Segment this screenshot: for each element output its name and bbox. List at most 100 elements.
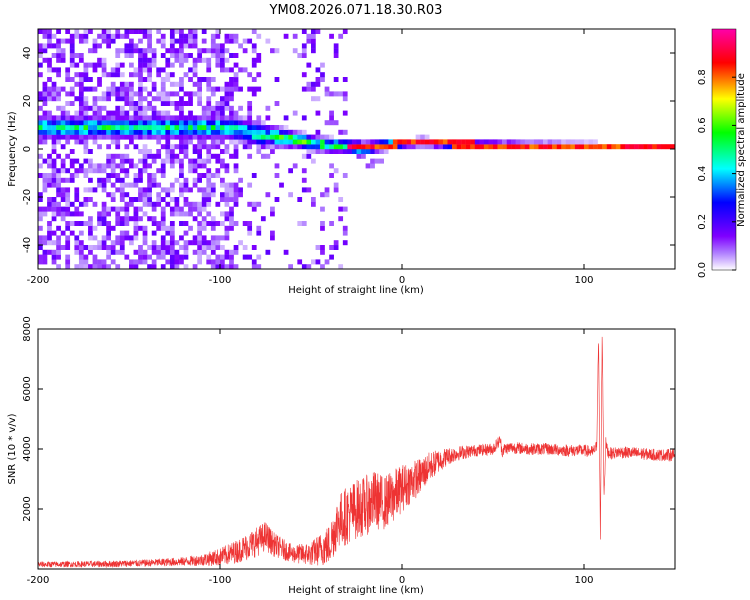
heatmap-cell <box>342 206 348 212</box>
heatmap-cell <box>183 72 189 78</box>
heatmap-cell <box>69 177 75 183</box>
heatmap-cell <box>88 158 93 164</box>
heatmap-cell <box>42 254 48 260</box>
heatmap-cell <box>220 197 225 202</box>
heatmap-cell <box>224 91 230 97</box>
heatmap-cell <box>138 57 143 63</box>
heatmap-cell <box>210 134 216 140</box>
heatmap-cell <box>56 115 61 121</box>
heatmap-cell <box>88 168 93 174</box>
colorbar-tick-label: 0.2 <box>697 214 708 230</box>
heatmap-cell <box>110 91 116 97</box>
heatmap-cell <box>406 144 412 150</box>
heatmap-cell <box>88 187 93 193</box>
heatmap-cell <box>115 72 121 78</box>
heatmap-cell <box>247 201 253 207</box>
heatmap-cell <box>129 216 134 222</box>
heatmap-cell <box>251 125 257 130</box>
heatmap-cell <box>238 125 243 130</box>
heatmap-cell <box>220 211 225 217</box>
heatmap-cell <box>129 62 134 68</box>
heatmap-cell <box>365 163 371 169</box>
heatmap-cell <box>206 62 212 68</box>
heatmap-cell <box>247 125 253 130</box>
heatmap-cell <box>74 53 80 58</box>
heatmap-cell <box>124 235 130 241</box>
heatmap-cell <box>197 245 202 250</box>
heatmap-cell <box>197 240 202 246</box>
heatmap-cell <box>97 177 102 183</box>
heatmap-cell <box>124 33 130 39</box>
heatmap-cell <box>206 96 212 102</box>
heatmap-cell <box>283 33 289 39</box>
heatmap-cell <box>69 201 75 207</box>
heatmap-cell <box>74 192 80 198</box>
heatmap-cell <box>247 182 253 188</box>
heatmap-cell <box>88 77 93 82</box>
heatmap-cell <box>301 153 307 159</box>
heatmap-cell <box>447 139 453 145</box>
heatmap-cell <box>47 158 52 164</box>
heatmap-cell <box>188 38 193 44</box>
heatmap-cell <box>488 144 494 150</box>
heatmap-cell <box>260 120 266 126</box>
heatmap-cell <box>342 225 348 231</box>
heatmap-cell <box>88 221 93 226</box>
heatmap-cell <box>179 245 184 250</box>
heatmap-cell <box>56 139 61 145</box>
heatmap-cell <box>65 221 71 226</box>
heatmap-cell <box>411 144 416 150</box>
heatmap-cell <box>147 153 152 159</box>
heatmap-cell <box>320 144 325 150</box>
heatmap-cell <box>365 144 371 150</box>
heatmap-cell <box>197 225 202 231</box>
heatmap-cell <box>69 86 75 92</box>
heatmap-cell <box>206 125 212 130</box>
heatmap-cell <box>138 249 143 255</box>
heatmap-cell <box>133 249 139 255</box>
heatmap-cell <box>210 187 216 193</box>
heatmap-cell <box>147 216 152 222</box>
heatmap-cell <box>201 197 207 202</box>
heatmap-cell <box>101 105 107 111</box>
heatmap-cell <box>133 29 139 34</box>
heatmap-cell <box>311 43 316 49</box>
heatmap-cell <box>78 259 84 265</box>
heatmap-cell <box>142 259 148 265</box>
heatmap-cell <box>119 249 125 255</box>
heatmap-cell <box>151 81 157 87</box>
heatmap-cell <box>97 144 102 150</box>
heatmap-cell <box>301 53 307 58</box>
heatmap-cell <box>160 235 166 241</box>
heatmap-cell <box>124 96 130 102</box>
heatmap-cell <box>210 259 216 265</box>
heatmap-cell <box>238 105 243 111</box>
heatmap-cell <box>138 29 143 34</box>
heatmap-cell <box>110 33 116 39</box>
top-x-tick-label: -100 <box>209 275 232 286</box>
heatmap-cell <box>115 115 121 121</box>
heatmap-cell <box>65 77 71 82</box>
heatmap-cell <box>374 149 380 154</box>
heatmap-cell <box>329 163 334 169</box>
heatmap-cell <box>92 254 98 260</box>
heatmap-cell <box>101 129 107 135</box>
heatmap-cell <box>47 163 52 169</box>
heatmap-cell <box>83 254 89 260</box>
heatmap-cell <box>424 134 430 140</box>
heatmap-cell <box>224 264 230 269</box>
heatmap-cell <box>133 259 139 265</box>
heatmap-cell <box>229 134 234 140</box>
heatmap-cell <box>165 153 171 159</box>
heatmap-cell <box>129 81 134 87</box>
heatmap-cell <box>192 216 198 222</box>
heatmap-cell <box>229 77 234 82</box>
heatmap-cell <box>138 245 143 250</box>
heatmap-cell <box>242 38 248 44</box>
heatmap-cell <box>106 115 111 121</box>
heatmap-cell <box>256 53 262 58</box>
heatmap-cell <box>306 62 312 68</box>
heatmap-cell <box>124 230 130 236</box>
heatmap-cell <box>47 62 52 68</box>
heatmap-cell <box>74 33 80 39</box>
